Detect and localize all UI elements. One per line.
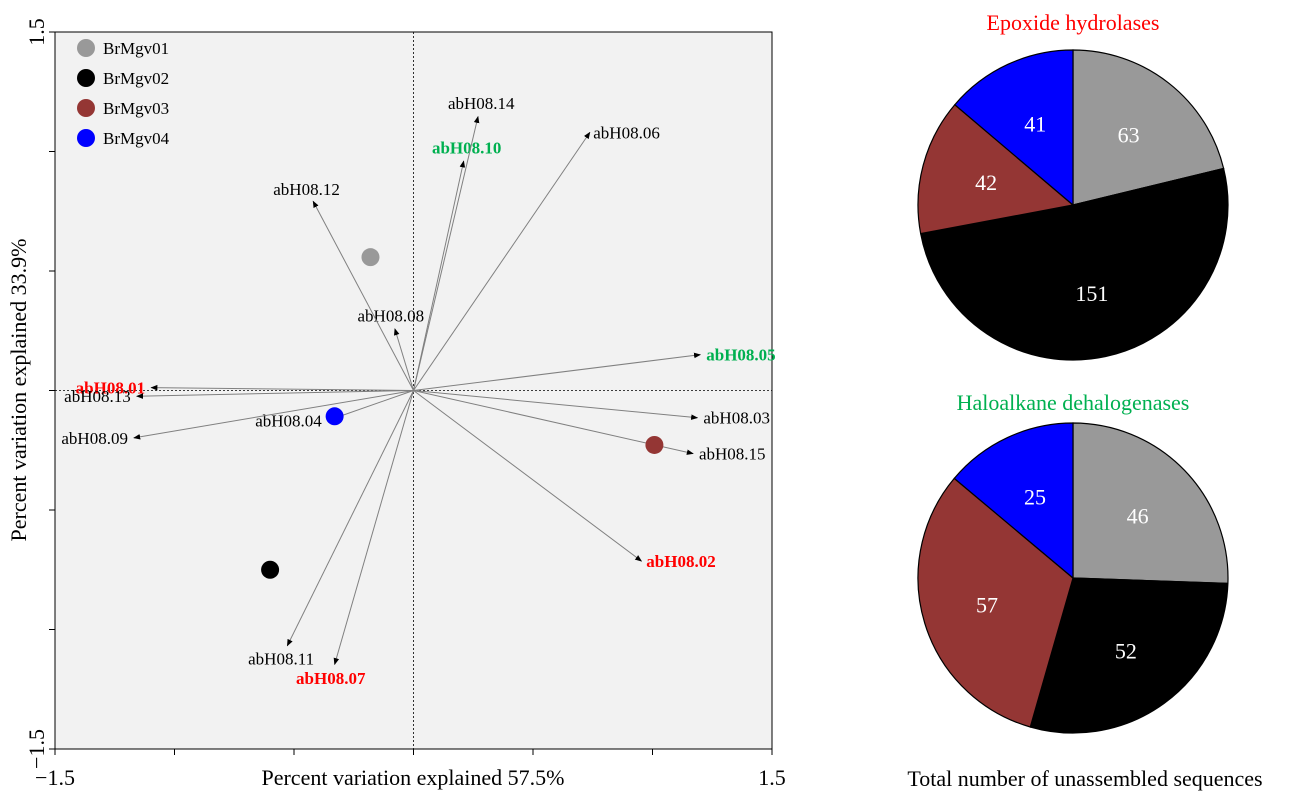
vector-arrows: abH08.01 abH08.02 abH08.03 abH08.04 abH08.05… — [61, 94, 775, 688]
pie-slice-label: 41 — [1024, 111, 1046, 136]
legend-marker — [77, 99, 95, 117]
vector-label: abH08.05 — [706, 346, 775, 365]
pie-slice — [1029, 577, 1229, 734]
vector-arrow — [312, 200, 414, 391]
vector-label: abH08.09 — [61, 429, 128, 448]
pie-slice-label: 46 — [1127, 504, 1149, 529]
vector-arrow — [333, 390, 414, 666]
vector-arrow — [286, 390, 414, 647]
sample-point — [261, 560, 280, 579]
vector-label: abH08.03 — [703, 409, 770, 428]
vector-arrow — [413, 131, 591, 391]
pie-slice — [1072, 49, 1225, 206]
vector-label: abH08.12 — [273, 180, 340, 199]
sample-point — [361, 248, 380, 267]
sample-points — [261, 248, 664, 579]
vector-label: abH08.06 — [593, 123, 660, 142]
x-tick-label-max: 1.5 — [758, 765, 786, 790]
vector-label: abH08.07 — [296, 669, 366, 688]
pie-slice-label: 63 — [1118, 122, 1140, 147]
pie-slice — [953, 422, 1074, 580]
y-tick-label-max: 1.5 — [24, 18, 49, 46]
pie-slice — [917, 103, 1075, 235]
vector-label: abH08.11 — [248, 649, 314, 668]
vector-arrow — [413, 115, 480, 391]
pie-slice-label: 52 — [1115, 639, 1137, 664]
vector-arrow — [136, 390, 414, 399]
legend-marker — [77, 39, 95, 57]
vector-arrow — [150, 384, 414, 391]
vector-label: abH08.10 — [432, 138, 501, 157]
legend: BrMgv01 BrMgv02 BrMgv03 BrMgv04 — [77, 39, 170, 148]
x-tick-label-min: −1.5 — [35, 765, 75, 790]
vector-arrow — [413, 390, 643, 562]
vector-label: abH08.04 — [255, 412, 322, 431]
vector-label: abH08.14 — [448, 94, 515, 113]
pie-title-haloalkane: Haloalkane dehalogenases — [957, 390, 1190, 415]
vector-arrow — [413, 160, 466, 391]
biplot-panel: abH08.01 abH08.02 abH08.03 abH08.04 abH08.05… — [6, 18, 786, 790]
legend-marker — [77, 129, 95, 147]
pie-title-epoxide: Epoxide hydrolases — [987, 10, 1160, 35]
footer-caption: Total number of unassembled sequences — [907, 766, 1262, 791]
pie-slice-label: 57 — [976, 592, 998, 617]
legend-label: BrMgv03 — [103, 99, 169, 118]
pie-slice — [1072, 422, 1229, 585]
vector-arrow — [413, 390, 699, 420]
legend-marker — [77, 69, 95, 87]
y-tick-label-min: −1.5 — [24, 729, 49, 769]
pie-slice-label: 42 — [975, 170, 997, 195]
vector-label: abH08.01 — [76, 379, 145, 398]
pie-slice-label: 25 — [1024, 485, 1046, 510]
vector-label: abH08.02 — [646, 552, 715, 571]
vector-label: abH08.13 — [64, 387, 131, 406]
pie-chart-epoxide: 63 151 42 41 — [917, 49, 1229, 361]
vector-label: abH08.15 — [699, 445, 766, 464]
x-axis-label: Percent variation explained 57.5% — [261, 765, 564, 790]
legend-label: BrMgv04 — [103, 129, 170, 148]
legend-label: BrMgv01 — [103, 39, 169, 58]
y-axis-label: Percent variation explained 33.9% — [6, 238, 31, 541]
vector-label: abH08.08 — [358, 306, 425, 325]
pie-panels: Epoxide hydrolases 63 151 42 41 Haloalkane … — [907, 10, 1262, 791]
sample-point — [645, 435, 664, 454]
pie-slice — [919, 167, 1229, 361]
axis-ticks — [49, 31, 773, 755]
pie-chart-haloalkane: 46 52 57 25 — [917, 422, 1229, 734]
pie-slice-label: 151 — [1075, 281, 1108, 306]
pie-slice — [953, 49, 1074, 207]
pie-slice — [917, 477, 1074, 728]
legend-label: BrMgv02 — [103, 69, 169, 88]
vector-arrow — [394, 328, 414, 391]
vector-arrow — [133, 390, 414, 440]
vector-arrow — [413, 352, 701, 391]
sample-point — [325, 407, 344, 426]
